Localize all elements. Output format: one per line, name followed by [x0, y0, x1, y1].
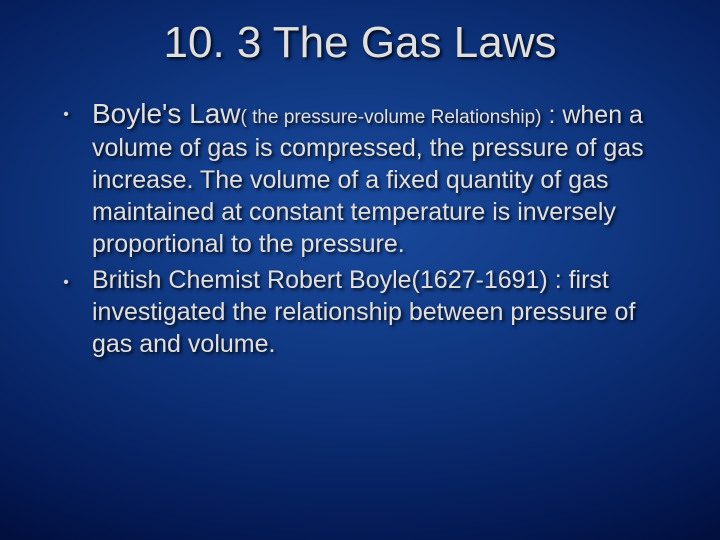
bullet-lead: Boyle's Law — [92, 98, 241, 129]
bullet-item: • British Chemist Robert Boyle(1627-1691… — [40, 264, 680, 360]
bullet-marker-icon: • — [40, 96, 92, 124]
bullet-item: • Boyle's Law( the pressure-volume Relat… — [40, 96, 680, 260]
bullet-rest: British Chemist Robert Boyle(1627-1691) … — [92, 266, 635, 358]
bullet-marker-icon: • — [40, 264, 92, 292]
slide-title: 10. 3 The Gas Laws — [0, 0, 720, 68]
bullet-sub: ( the pressure-volume Relationship) — [241, 107, 542, 128]
bullet-text: British Chemist Robert Boyle(1627-1691) … — [92, 264, 680, 360]
slide-body: • Boyle's Law( the pressure-volume Relat… — [0, 68, 720, 360]
bullet-text: Boyle's Law( the pressure-volume Relatio… — [92, 96, 680, 260]
slide: 10. 3 The Gas Laws • Boyle's Law( the pr… — [0, 0, 720, 540]
